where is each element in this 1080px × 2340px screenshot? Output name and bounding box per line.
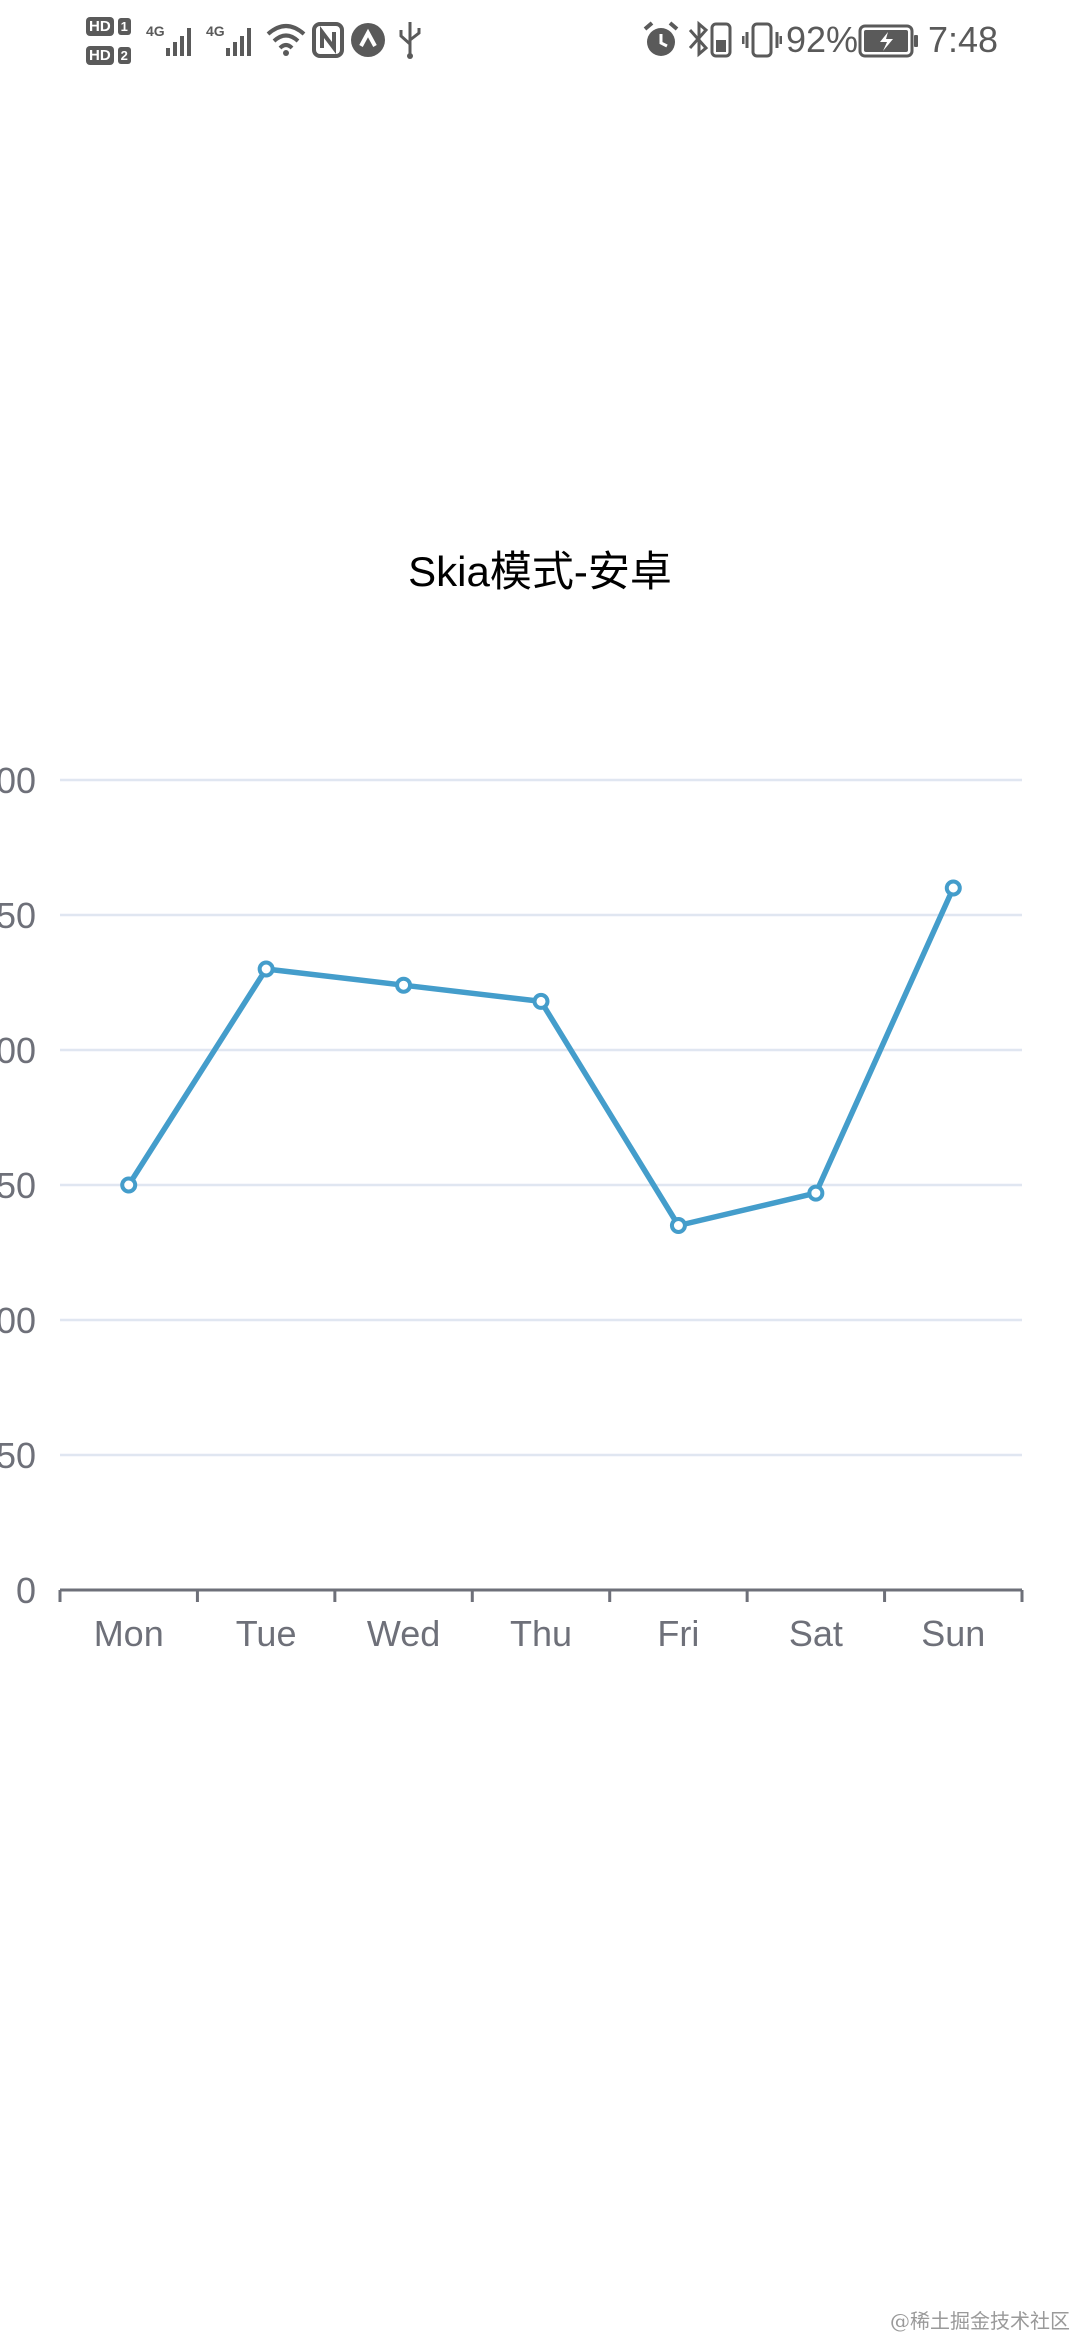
data-point (395, 976, 413, 994)
wifi-icon (266, 22, 306, 58)
network-type-label: 4G (146, 23, 165, 39)
y-tick-label: 200 (0, 1030, 36, 1071)
network-type-label: 4G (206, 23, 225, 39)
x-tick-label: Sun (921, 1613, 985, 1654)
clock: 7:48 (928, 19, 999, 60)
data-point (120, 1176, 138, 1194)
x-tick-label: Wed (367, 1613, 440, 1654)
y-tick-label: 300 (0, 760, 36, 801)
signal-icon: 4G (146, 20, 198, 60)
y-tick-label: 50 (0, 1435, 36, 1476)
x-tick-label: Tue (236, 1613, 297, 1654)
sim-number: 2 (117, 47, 131, 64)
alarm-icon (642, 20, 680, 60)
signal-icon: 4G (206, 20, 258, 60)
data-point (807, 1184, 825, 1202)
data-point (669, 1217, 687, 1234)
app-icon (350, 22, 386, 58)
sim-badges: HD 1 HD 2 (86, 12, 138, 70)
x-tick-label: Thu (510, 1613, 572, 1654)
data-point (257, 960, 275, 978)
chart-title: Skia模式-安卓 (408, 548, 672, 595)
battery-percent: 92% (786, 19, 859, 60)
usb-icon (396, 20, 424, 60)
y-tick-label: 100 (0, 1300, 36, 1341)
data-point (944, 879, 962, 897)
data-point (532, 992, 550, 1010)
hd-badge: HD (86, 17, 114, 36)
series-line (126, 886, 956, 1229)
battery-icon (858, 24, 920, 58)
y-tick-label: 150 (0, 1165, 36, 1206)
y-tick-label: 250 (0, 895, 36, 936)
y-tick-label: 0 (16, 1570, 36, 1611)
vibrate-icon (742, 20, 782, 60)
bluetooth-icon (686, 20, 736, 60)
hd-badge: HD (86, 46, 114, 65)
sim-number: 1 (117, 18, 131, 35)
nfc-icon (312, 22, 344, 58)
x-tick-label: Mon (94, 1613, 164, 1654)
x-tick-label: Sat (789, 1613, 843, 1654)
status-bar: HD 1 HD 2 4G 4G (0, 0, 1080, 84)
x-tick-label: Fri (657, 1613, 699, 1654)
watermark: @稀土掘金技术社区 (890, 2309, 1070, 2333)
